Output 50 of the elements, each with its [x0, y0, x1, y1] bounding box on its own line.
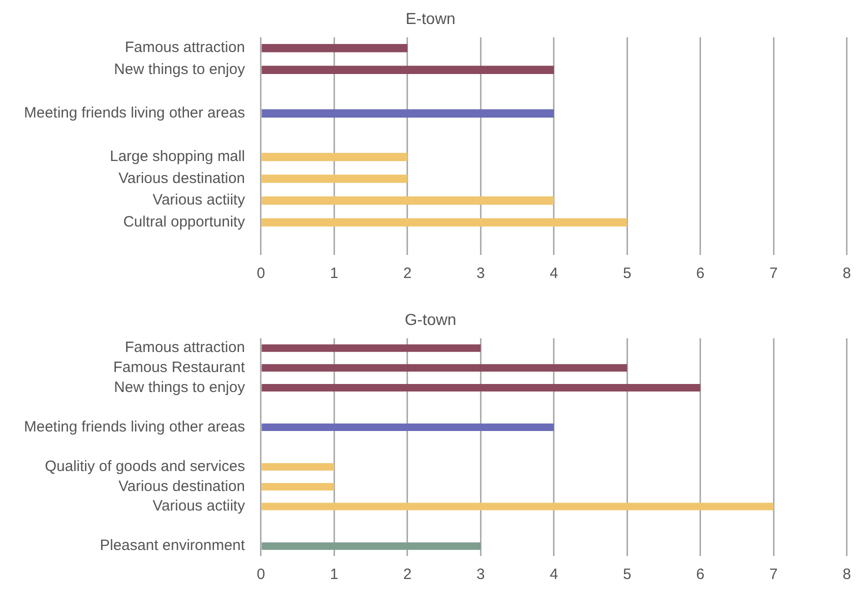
bar [262, 196, 554, 205]
bar [262, 384, 700, 392]
x-tick-label: 6 [696, 265, 705, 282]
x-tick-label: 4 [550, 265, 558, 282]
y-tick-label: New things to enjoy [114, 378, 246, 396]
bar [262, 44, 408, 52]
x-tick-label: 8 [842, 566, 851, 584]
x-tick-label: 7 [769, 566, 778, 584]
x-tick-label: 4 [550, 566, 558, 584]
x-tick-label: 0 [256, 265, 266, 282]
bar [262, 344, 481, 352]
bar [262, 463, 334, 471]
bar [262, 542, 481, 550]
y-tick-label: Various destination [118, 170, 245, 187]
y-tick-label: Famous attraction [124, 339, 245, 356]
x-tick-label: 7 [769, 265, 778, 282]
bar [262, 364, 628, 372]
bar [262, 152, 408, 162]
y-tick-label: Various actiity [152, 498, 246, 515]
y-tick-label: Various actiity [152, 192, 246, 209]
x-tick-label: 2 [403, 566, 412, 584]
y-tick-label: New things to enjoy [114, 61, 246, 78]
x-tick-label: 2 [403, 265, 412, 282]
x-tick-label: 0 [256, 566, 266, 584]
y-tick-label: Famous attraction [124, 39, 245, 56]
y-tick-label: Famous Restaurant [113, 359, 246, 376]
bar [262, 218, 628, 226]
y-tick-label: Meeting friends living other areas [24, 104, 245, 122]
chart-title: G-town [404, 312, 456, 330]
y-tick-label: Cultral opportunity [123, 213, 246, 230]
y-tick-label: Meeting friends living other areas [24, 418, 245, 436]
y-tick-label: Various destination [118, 478, 245, 495]
x-tick-label: 3 [476, 566, 485, 584]
bar [262, 424, 554, 432]
x-tick-label: 6 [696, 566, 705, 584]
x-tick-label: 1 [330, 265, 338, 282]
bar [262, 482, 334, 490]
x-tick-label: 5 [622, 265, 632, 282]
x-tick-label: 8 [842, 265, 851, 282]
bar [262, 502, 774, 510]
bar [262, 109, 554, 118]
x-tick-label: 5 [622, 566, 632, 584]
x-tick-label: 3 [476, 265, 485, 282]
bar [262, 174, 408, 183]
x-tick-label: 1 [330, 566, 338, 584]
y-tick-label: Qualitiy of goods and services [44, 458, 245, 476]
y-tick-label: Pleasant environment [100, 537, 246, 554]
chart-title: E-town [406, 11, 456, 28]
bar [262, 66, 554, 74]
y-tick-label: Large shopping mall [110, 148, 245, 166]
